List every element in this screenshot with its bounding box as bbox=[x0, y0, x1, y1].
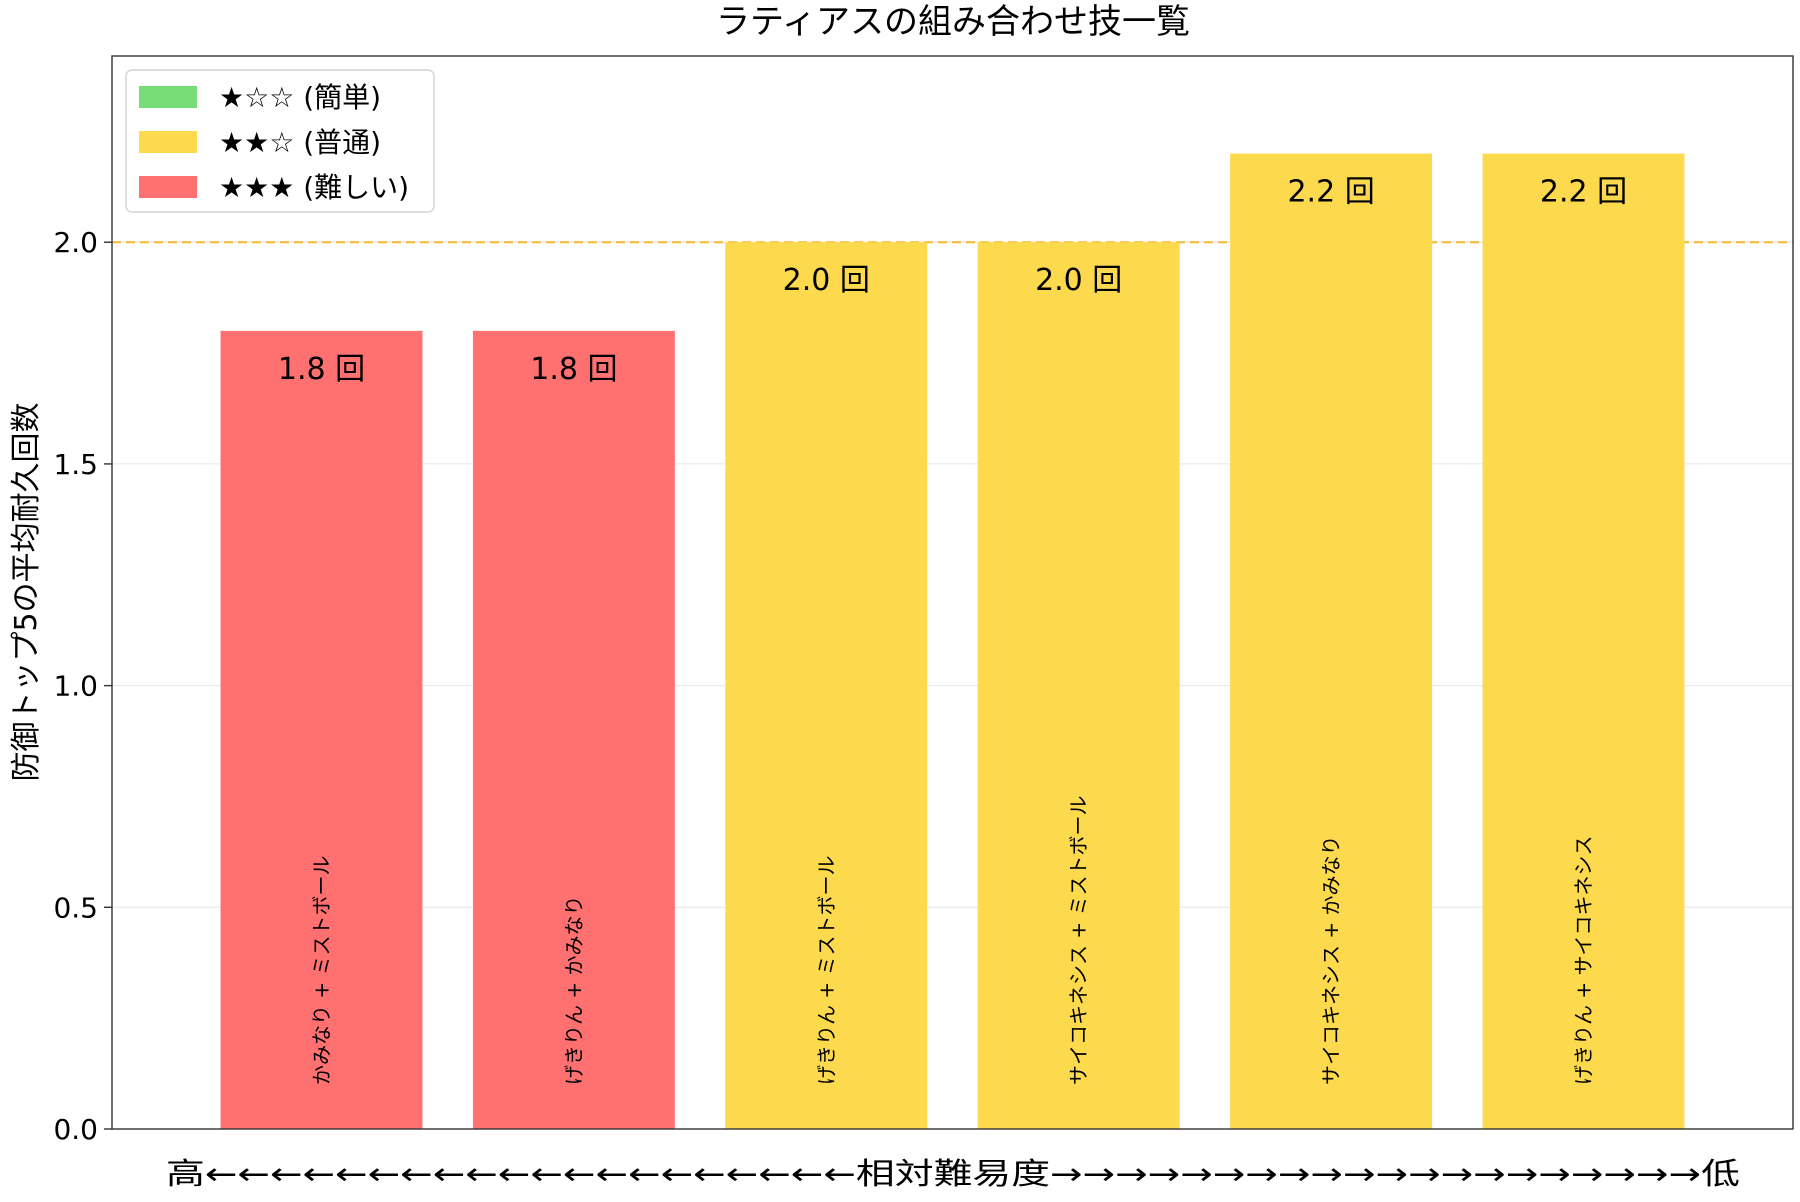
bar-6 bbox=[1482, 153, 1685, 1129]
bar-4 bbox=[977, 242, 1180, 1129]
bar-value-label: 1.8 回 bbox=[278, 352, 365, 387]
y-axis-ticks: 0.0 0.5 1.0 1.5 2.0 bbox=[53, 226, 112, 1146]
y-tick-label: 2.0 bbox=[53, 226, 98, 259]
bar-category-label: げきりん + ミストボール bbox=[814, 856, 838, 1085]
y-tick-label: 0.5 bbox=[53, 891, 98, 924]
x-axis-label: 高←←←←←←←←←←←←←←←←←←←←相対難易度→→→→→→→→→→→→→→… bbox=[166, 1157, 1740, 1192]
plot-area-frame bbox=[111, 55, 1794, 1130]
bar-value-label: 2.2 回 bbox=[1540, 175, 1627, 210]
bar-2 bbox=[472, 330, 675, 1129]
bar-category-label: かみなり + ミストボール bbox=[309, 856, 333, 1085]
bar-category-label: サイコキネシス + ミストボール bbox=[1067, 796, 1091, 1085]
legend-swatch bbox=[139, 131, 197, 153]
legend: ★☆☆ (簡単) ★★☆ (普通) ★★★ (難しい) bbox=[125, 69, 435, 213]
y-tick-label: 0.0 bbox=[53, 1113, 98, 1146]
bar-3 bbox=[725, 242, 928, 1129]
bar-value-label: 1.8 回 bbox=[530, 352, 617, 387]
y-tick-label: 1.5 bbox=[53, 448, 98, 481]
bar-category-label: げきりん + サイコキネシス bbox=[1572, 836, 1596, 1085]
legend-label: ★☆☆ (簡単) bbox=[219, 81, 381, 114]
bar-value-label: 2.0 回 bbox=[783, 263, 870, 298]
bar-category-label: げきりん + かみなり bbox=[562, 896, 586, 1085]
bar-1 bbox=[220, 330, 423, 1129]
bars bbox=[220, 153, 1685, 1129]
bar-5 bbox=[1230, 153, 1433, 1129]
legend-swatch bbox=[139, 176, 197, 198]
bar-value-label: 2.2 回 bbox=[1287, 175, 1374, 210]
y-axis-label: 防御トップ5の平均耐久回数 bbox=[9, 402, 44, 781]
legend-label: ★★★ (難しい) bbox=[219, 171, 409, 204]
legend-swatch bbox=[139, 86, 197, 108]
bar-value-label: 2.0 回 bbox=[1035, 263, 1122, 298]
bar-category-label: サイコキネシス + かみなり bbox=[1319, 836, 1343, 1085]
chart-title: ラティアスの組み合わせ技一覧 bbox=[716, 2, 1190, 42]
y-tick-label: 1.0 bbox=[53, 670, 98, 703]
legend-box bbox=[125, 69, 435, 213]
legend-label: ★★☆ (普通) bbox=[219, 126, 381, 159]
